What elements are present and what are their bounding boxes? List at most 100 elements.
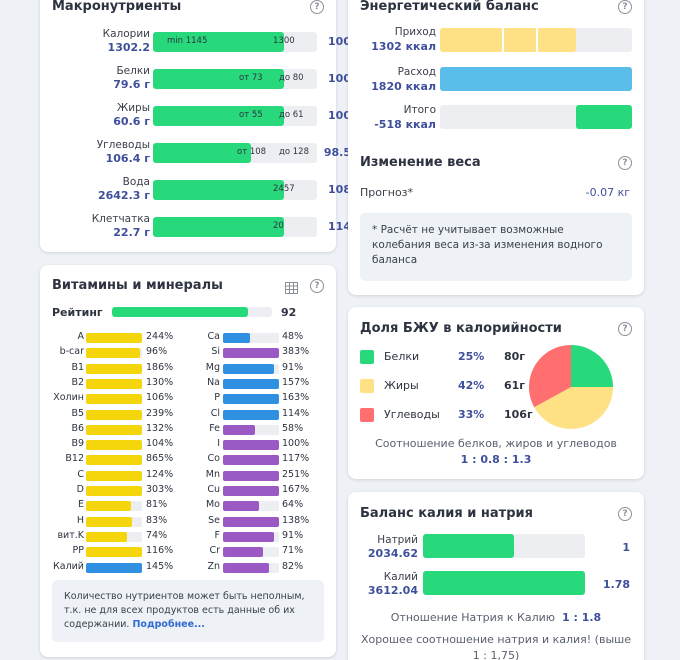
- bju-card: Доля БЖУ в калорийности ? Белки 25% 80г Жир…: [348, 307, 644, 479]
- sodium-label: Натрий: [377, 534, 418, 546]
- macro-bar: [153, 217, 285, 237]
- macro-track: min 1145 1300: [153, 32, 317, 52]
- vitamin-percent: 96%: [146, 346, 168, 358]
- vitamin-percent: 58%: [282, 422, 304, 434]
- vitamin-bar: [86, 333, 142, 343]
- vitamin-percent: 48%: [282, 331, 304, 342]
- energy-title: Энергетический баланс: [360, 0, 539, 14]
- vitamin-bar: [223, 440, 279, 451]
- help-icon[interactable]: ?: [618, 322, 632, 336]
- sodium-track: [423, 534, 585, 558]
- vitamin-bar: [223, 394, 279, 405]
- vitamins-note-text: Количество нутриентов может быть неполны…: [64, 591, 305, 630]
- sodium-value: 2034.62: [367, 547, 418, 560]
- forecast-value: -0.07 кг: [585, 186, 630, 199]
- vitamin-bar: [86, 547, 142, 558]
- kna-card: Баланс калия и натрия ? Натрий 2034.62 1…: [348, 492, 644, 660]
- vitamin-percent: 383%: [282, 346, 310, 358]
- legend-label: Жиры: [384, 379, 419, 392]
- bju-title: Доля БЖУ в калорийности: [360, 321, 562, 336]
- potassium-bar: [423, 571, 585, 595]
- energy-total-bar: [576, 105, 632, 129]
- vitamin-bar: [223, 547, 263, 558]
- energy-in-bar: [440, 28, 576, 52]
- energy-out-label: Расход: [397, 66, 436, 78]
- forecast-label: Прогноз*: [360, 186, 414, 199]
- vitamins-note-box: Количество нутриентов может быть неполны…: [52, 580, 324, 642]
- help-icon[interactable]: ?: [618, 507, 632, 521]
- potassium-ratio: 1.78: [602, 578, 630, 591]
- vitamin-bar: [86, 562, 142, 573]
- vitamin-name: Холин: [53, 392, 84, 404]
- vitamin-name: Cl: [210, 407, 220, 419]
- vitamin-name: Si: [211, 346, 220, 358]
- vitamin-name: I: [217, 438, 220, 450]
- vitamin-percent: 167%: [282, 484, 310, 495]
- rating-track: [112, 307, 272, 317]
- sodium-ratio: 1: [622, 541, 630, 554]
- vitamin-percent: 104%: [146, 438, 174, 450]
- help-icon[interactable]: ?: [310, 279, 324, 293]
- vitamin-name: F: [214, 529, 220, 541]
- vitamin-name: b-car: [59, 346, 84, 358]
- macro-label: Клетчатка: [91, 213, 150, 225]
- legend-swatch: [360, 350, 374, 364]
- bju-pie-chart: [529, 345, 613, 429]
- vitamin-percent: 91%: [282, 529, 304, 541]
- vitamin-name: B6: [71, 422, 84, 434]
- more-link[interactable]: Подробнее...: [132, 619, 205, 630]
- vitamin-bar: [223, 486, 279, 496]
- macro-value: 60.6 г: [113, 115, 150, 128]
- vitamin-percent: 82%: [282, 560, 304, 572]
- vitamin-percent: 157%: [282, 376, 310, 388]
- macro-track: от 73 до 80: [153, 69, 317, 89]
- energy-out-track: [440, 67, 632, 91]
- table-icon[interactable]: [285, 279, 298, 294]
- legend-swatch: [360, 379, 374, 393]
- vitamin-percent: 106%: [146, 392, 174, 404]
- macro-row: Белки 79.6 г от 73 до 80 100%: [40, 65, 362, 101]
- vitamins-title: Витамины и минералы: [52, 278, 223, 293]
- vitamin-percent: 865%: [146, 453, 174, 465]
- macro-max: 20: [273, 221, 284, 231]
- vitamin-name: Mo: [205, 499, 220, 511]
- macro-track: 20: [153, 217, 317, 237]
- macro-row: Жиры 60.6 г от 55 до 61 100%: [40, 102, 362, 138]
- vitamin-name: Cr: [209, 545, 220, 557]
- macro-value: 106.4 г: [105, 152, 150, 165]
- vitamin-percent: 91%: [282, 361, 304, 373]
- vitamin-bar: [86, 516, 133, 527]
- legend-percent: 42%: [458, 379, 485, 392]
- macros-card: Макронутриенты ? Калории 1302.2 min 1145 13…: [40, 0, 362, 252]
- legend-grams: 61г: [504, 379, 526, 392]
- vitamin-bar: [86, 394, 142, 405]
- vitamin-bar: [223, 363, 274, 374]
- macro-max: до 128: [279, 147, 310, 157]
- ratio-value: 1 : 0.8 : 1.3: [460, 453, 532, 466]
- vitamin-bar: [86, 531, 128, 542]
- energy-total-track: [440, 105, 632, 129]
- legend-percent: 33%: [458, 408, 485, 421]
- macro-label: Углеводы: [96, 139, 150, 151]
- vitamin-bar: [223, 501, 259, 512]
- vitamin-name: B1: [71, 361, 84, 373]
- macro-max: 1300: [273, 36, 295, 46]
- help-icon[interactable]: ?: [310, 0, 324, 14]
- vitamin-bar: [86, 348, 140, 359]
- vitamin-bar: [86, 486, 142, 496]
- help-icon[interactable]: ?: [618, 156, 632, 170]
- vitamin-percent: 124%: [146, 468, 174, 480]
- macro-value: 79.6 г: [113, 78, 150, 91]
- vitamin-bar: [223, 409, 279, 420]
- vitamin-bar: [86, 455, 142, 466]
- vitamin-name: A: [77, 331, 85, 342]
- vitamin-percent: 114%: [282, 407, 310, 419]
- vitamin-percent: 100%: [282, 438, 310, 450]
- energy-in-label: Приход: [394, 26, 436, 38]
- vitamin-percent: 132%: [146, 422, 174, 434]
- macro-track: от 55 до 61: [153, 106, 317, 126]
- help-icon[interactable]: ?: [618, 0, 632, 14]
- vitamin-percent: 83%: [146, 514, 168, 526]
- macro-min: от 73: [239, 73, 263, 83]
- vitamin-percent: 138%: [282, 514, 310, 526]
